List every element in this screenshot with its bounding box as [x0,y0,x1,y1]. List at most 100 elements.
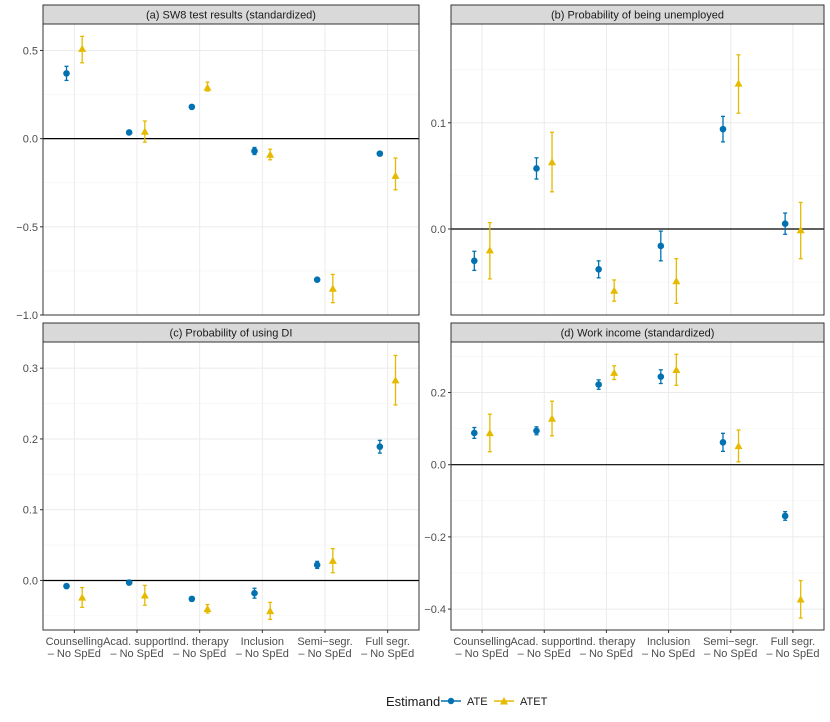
x-tick-label-line: Semi−segr. [297,636,352,648]
y-tick-label: −0.4 [424,604,446,616]
x-tick-label-line: – No SpEd [580,648,633,660]
x-tick-label-line: – No SpEd [298,648,351,660]
panel-background [451,24,824,315]
x-tick-label-line: Full segr. [771,636,816,648]
legend-ate-circle-icon [447,697,455,705]
x-tick-label: Ind. therapy – No SpEd [171,636,230,660]
x-tick-label-line: – No SpEd [518,648,571,660]
x-tick-label: Acad. support – No SpEd [510,636,578,660]
y-tick-label: −0.2 [424,532,446,544]
atet-point [485,246,494,254]
ate-point [781,220,789,227]
atet-point [548,414,557,422]
y-tick-label: 0.1 [23,505,38,517]
y-tick-label: 0.5 [23,45,38,57]
x-tick-label: Counselling – No SpEd [46,636,103,660]
panel-2: (b) Probability of being unemployed 0.0 0.… [431,4,825,316]
x-tick-label-line: Acad. support [103,636,171,648]
x-tick-label-line: – No SpEd [455,648,508,660]
ate-point [471,257,478,265]
atet-point [203,83,212,91]
atet-point [796,595,805,603]
ate-point [595,266,602,273]
y-tick-label: 0.2 [431,388,446,400]
x-tick-label-line: – No SpEd [642,648,695,660]
panel-title: (d) Work income (standardized) [561,328,715,340]
y-tick-label: −1.0 [16,310,38,322]
panel-3: (c) Probability of using DI 0.0 0.1 0.2 0.3 C… [23,322,420,660]
ate-point [533,165,540,172]
legend-title: Estimand [386,694,440,709]
x-tick-label-line: Inclusion [647,636,690,648]
x-tick-label-line: Semi−segr. [703,636,758,648]
x-tick-label: Inclusion – No SpEd [236,636,289,660]
panel-background [43,24,419,315]
y-tick-label: 0.1 [431,118,446,130]
ate-point [376,150,384,157]
atet-point [796,226,805,234]
x-tick-label-line: Ind. therapy [577,636,636,648]
atet-point [548,158,557,166]
panel-border [42,23,420,316]
ate-point [719,125,727,133]
x-tick-label: Acad. support – No SpEd [103,636,171,660]
panel-title: (a) SW8 test results (standardized) [146,10,316,22]
atet-point [485,428,494,437]
y-tick-label: 0.0 [431,224,446,236]
x-tick-label-line: – No SpEd [766,648,819,660]
ate-point [376,443,384,451]
x-tick-label-line: – No SpEd [48,648,101,660]
ate-point [313,561,321,569]
atet-point [140,591,149,599]
x-tick-label-line: – No SpEd [173,648,226,660]
atet-point [78,44,87,52]
ate-point [657,373,665,380]
ate-point [595,381,602,388]
x-tick-label-line: Acad. support [510,636,578,648]
ate-point [125,579,133,586]
x-tick-label-line: – No SpEd [361,648,414,660]
ate-point [63,70,70,77]
panel-border [42,341,420,631]
ate-point [188,595,196,603]
ate-point [719,439,727,446]
atet-point [734,79,743,87]
ate-point [657,242,665,250]
atet-point [203,604,212,612]
x-tick-label-line: Counselling [453,636,510,648]
legend-atet-label: ATET [520,696,548,708]
atet-point [266,150,275,158]
ate-point [533,427,540,435]
y-tick-label: 0.3 [23,363,38,375]
y-tick-label: 0.0 [431,460,446,472]
x-tick-label-line: Ind. therapy [171,636,230,648]
panel-border [450,341,825,631]
atet-point [610,286,619,294]
x-tick-label: Counselling – No SpEd [453,636,510,660]
x-tick-label: Ind. therapy – No SpEd [577,636,636,660]
panel-title: (c) Probability of using DI [170,328,293,340]
x-tick-label-line: – No SpEd [110,648,163,660]
panel-background [451,342,824,630]
x-tick-label-line: Counselling [46,636,103,648]
legend: Estimand ATE ATET [386,694,548,709]
x-tick-label: Semi−segr. – No SpEd [297,636,352,660]
atet-point [734,441,743,450]
atet-point [140,127,149,135]
y-tick-label: 0.2 [23,434,38,446]
atet-point [391,376,400,384]
atet-point [328,556,337,564]
y-tick-label: −0.5 [16,222,38,234]
y-tick-label: 0.0 [23,134,38,146]
x-tick-label-line: Inclusion [241,636,284,648]
panel-1: (a) SW8 test results (standardized) −1.0 −… [16,4,420,322]
ate-point [471,429,478,437]
panel-background [43,342,419,630]
panel-title: (b) Probability of being unemployed [551,10,724,22]
x-tick-label-line: Full segr. [365,636,410,648]
atet-point [328,284,337,292]
panel-grid: (a) SW8 test results (standardized) −1.0 −… [16,4,825,660]
atet-point [610,368,619,376]
atet-point [391,171,400,179]
